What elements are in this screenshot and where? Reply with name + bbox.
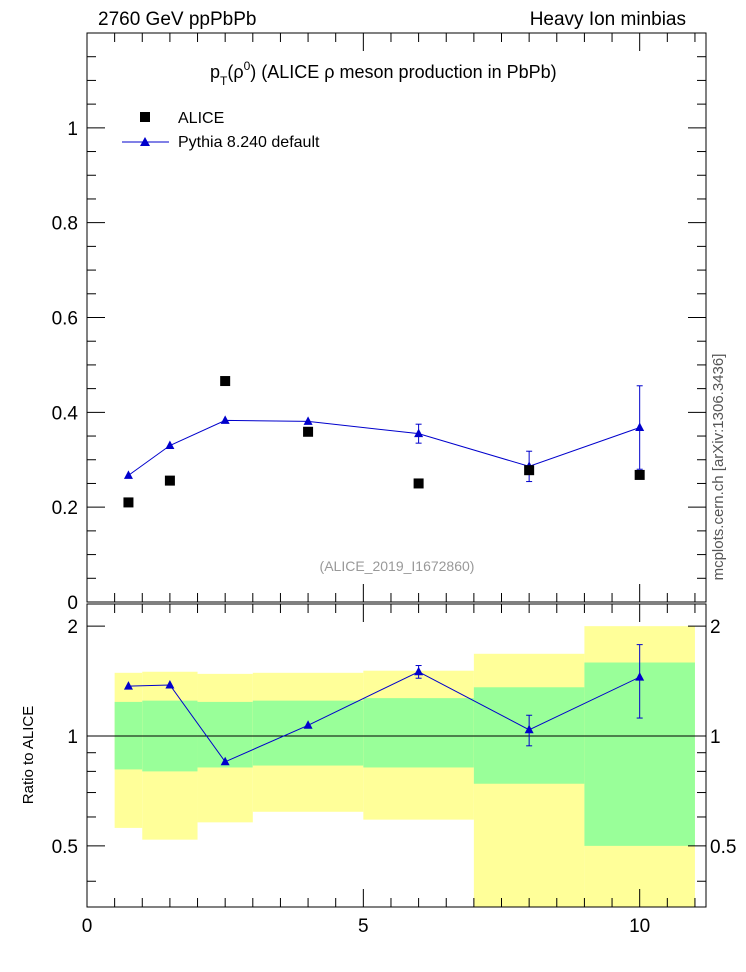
ratio-y-tick-label-right: 0.5 [710,837,736,858]
legend-label-alice: ALICE [178,110,224,127]
chart-title-sup: 0 [244,59,251,73]
main-y-tick-label: 1 [67,119,78,140]
ratio-panel: 0.5 0.5 1 1 2 2 0 5 10 Ratio to ALICE [20,603,736,937]
pythia-point [220,415,230,424]
main-x-ticks [86,33,696,602]
alice-point [524,465,535,476]
pythia-point [303,416,313,425]
alice-point [123,497,134,508]
ratio-bands [114,626,695,907]
ratio-x-tick-label: 5 [358,916,369,937]
pythia-point [414,428,424,438]
ratio-pythia-point [123,681,133,690]
legend-marker-pythia [140,137,150,146]
ratio-y-axis-label: Ratio to ALICE [20,706,37,804]
ratio-series [123,644,645,766]
alice-point [413,478,424,489]
ratio-band-inner [363,698,474,768]
chart-title-rest-1: (ρ [227,62,243,82]
header-right: Heavy Ion minbias [530,9,686,30]
main-y-tick-label: 0.6 [52,309,78,330]
chart-title-sub: T [220,74,228,88]
ratio-y-tick-label-right: 2 [710,617,721,638]
chart-title-main: p [210,62,220,82]
alice-point [220,376,231,387]
ratio-x-tick-label: 10 [629,916,650,937]
header-left: 2760 GeV ppPbPb [98,9,256,30]
ratio-plot-frame [86,603,707,908]
chart-title: pT(ρ0) (ALICE ρ meson production in PbPb… [210,59,557,88]
side-label: mcplots.cern.ch [arXiv:1306.3436] [710,354,727,581]
main-series [123,376,645,508]
pythia-line [128,419,640,476]
ratio-pythia-point [414,666,424,676]
ratio-y-tick-label-right: 1 [710,727,721,748]
main-y-tick-label: 0.2 [52,498,78,519]
watermark: (ALICE_2019_I1672860) [320,558,475,574]
pythia-point [123,470,133,479]
pythia-point [165,440,175,450]
main-panel: 00.20.40.60.81 pT(ρ0) (ALICE ρ meson pro… [52,32,707,614]
ratio-band-inner [252,700,364,766]
alice-point [634,469,645,480]
ratio-y-tick-label: 2 [67,617,78,638]
main-y-tick-label: 0.8 [52,214,78,235]
ratio-pythia-point [524,724,534,734]
ratio-x-ticks: 0 5 10 [82,604,696,937]
legend-marker-alice [140,112,150,122]
ratio-x-tick-label: 0 [82,916,93,937]
main-y-tick-label: 0.4 [52,403,79,424]
main-y-tick-label: 0 [67,593,78,614]
alice-point [303,426,314,437]
legend: ALICE Pythia 8.240 default [122,110,320,151]
ratio-pythia-point [303,720,313,729]
ratio-y-tick-label: 0.5 [52,837,78,858]
ratio-band-inner [197,701,253,768]
alice-point [164,475,175,486]
main-y-ticks: 0 0.2 0.4 0.6 0.8 1 [52,32,706,614]
chart-title-rest-2: ) (ALICE ρ meson production in PbPb) [250,62,556,82]
ratio-y-ticks: 0.5 0.5 1 1 2 2 [52,617,736,882]
legend-label-pythia: Pythia 8.240 default [178,134,320,151]
ratio-pythia-point [635,672,645,681]
ratio-pythia-point [165,679,175,689]
ratio-y-tick-label: 1 [67,727,78,748]
ratio-pythia-point [220,756,230,766]
pythia-point [635,422,645,432]
